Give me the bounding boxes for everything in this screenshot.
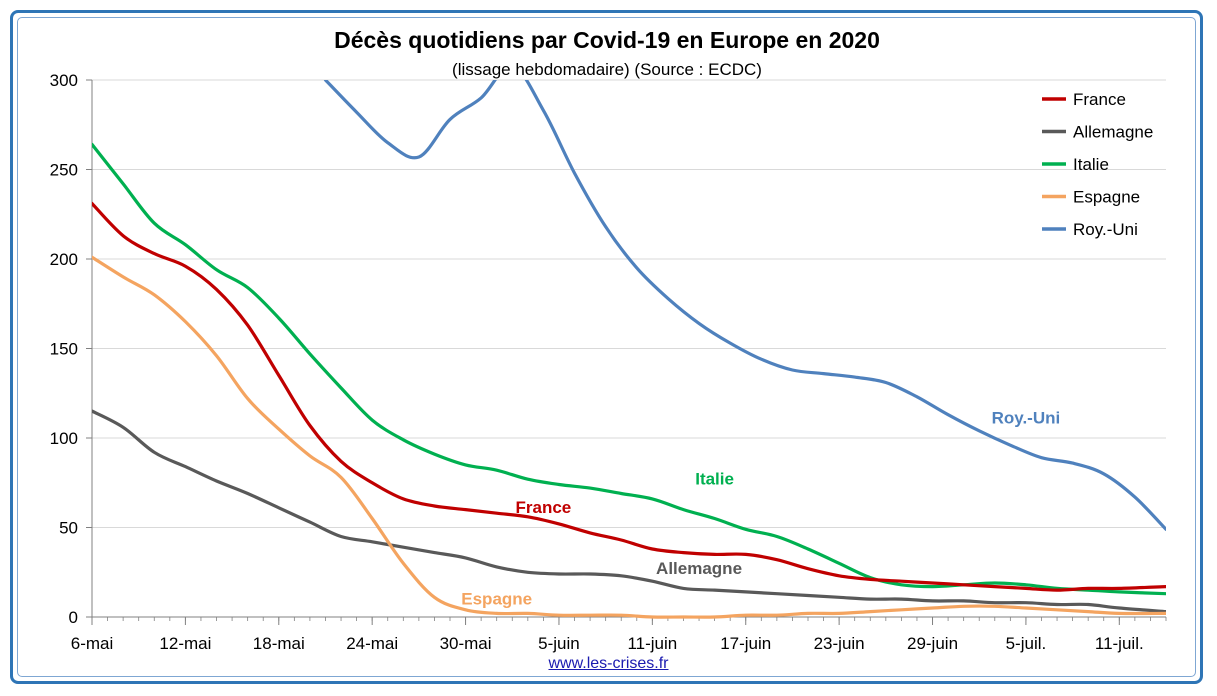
gridlines [92,79,1166,528]
chart-subtitle: (lissage hebdomadaire) (Source : ECDC) [452,60,762,79]
x-tick-label: 5-juin [538,634,580,653]
y-tick-label: 200 [50,250,78,269]
series-line-espagne [92,255,1166,619]
inline-label-roy-uni: Roy.-Uni [992,409,1061,428]
inline-label-allemagne: Allemagne [656,559,742,578]
y-tick-label: 300 [50,71,78,90]
y-tick-label: 0 [69,608,78,627]
x-tick-label: 23-juin [814,634,865,653]
y-tick-label: 100 [50,429,78,448]
x-tick-label: 29-juin [907,634,958,653]
series-line-roy-uni [323,80,1166,531]
x-tick-label: 6-mai [71,634,114,653]
inline-label-france: France [516,498,572,517]
chart-title: Décès quotidiens par Covid-19 en Europe … [334,27,880,53]
axes: 0 50 100 150 200 250 300 6-mai 12-mai 18-mai 24-ma… [50,71,1167,653]
inline-label-espagne: Espagne [461,589,532,608]
x-tick-label: 11-juin [627,634,677,653]
y-tick-label: 150 [50,340,78,359]
legend-label-italie: Italie [1073,155,1109,174]
y-tick-label: 50 [59,519,78,538]
series-lines [92,80,1166,619]
x-tick-label: 30-mai [440,634,492,653]
y-tick-label: 250 [50,161,78,180]
inline-labels: Allemagne Espagne Italie France Roy.-Uni [461,409,1060,609]
x-tick-label: 17-juin [720,634,771,653]
source-link[interactable]: www.les-crises.fr [548,655,669,672]
legend-label-france: France [1073,90,1126,109]
x-tick-label: 5-juil. [1006,634,1047,653]
x-tick-label: 24-mai [346,634,398,653]
chart-frame-inner [17,17,1196,677]
series-line-france [92,201,1166,592]
x-tick-label: 12-mai [159,634,211,653]
series-line-italie [92,142,1166,596]
legend-label-allemagne: Allemagne [1073,123,1153,142]
legend: France Allemagne Italie Espagne Roy.-Uni [1042,90,1153,239]
series-line-allemagne [92,409,1166,614]
legend-label-espagne: Espagne [1073,188,1140,207]
x-tick-label: 11-juil. [1095,634,1144,653]
x-tick-label: 18-mai [253,634,305,653]
legend-label-roy-uni: Roy.-Uni [1073,220,1138,239]
inline-label-italie: Italie [695,470,734,489]
